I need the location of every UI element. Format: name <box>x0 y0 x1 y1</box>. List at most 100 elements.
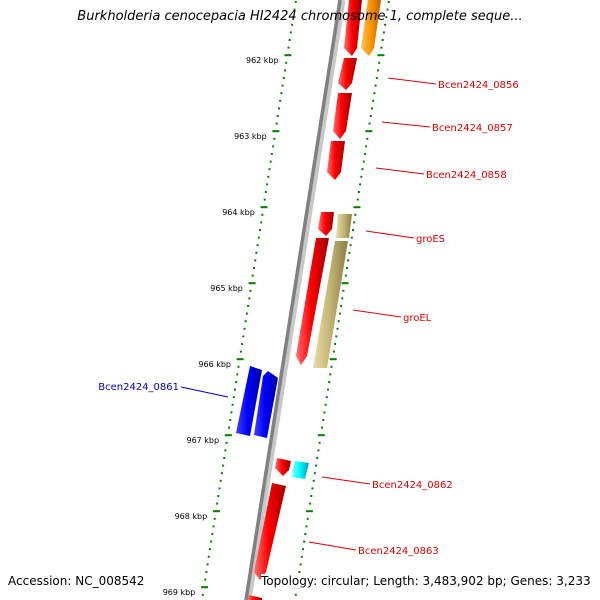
minor-tick <box>268 168 271 171</box>
gene-groel-red[interactable] <box>296 238 329 365</box>
tick-track-right <box>294 1 390 596</box>
minor-tick <box>322 419 325 421</box>
minor-tick <box>210 540 213 543</box>
minor-tick <box>294 1 297 3</box>
major-tick <box>201 586 208 589</box>
minor-tick <box>337 320 340 323</box>
minor-tick <box>334 343 337 345</box>
gene-label-groes[interactable]: groES <box>416 234 445 245</box>
gene-label-bcen2424-0861[interactable]: Bcen2424_0861 <box>98 382 179 393</box>
minor-tick <box>338 312 341 315</box>
minor-tick <box>257 236 260 239</box>
minor-tick <box>239 350 242 353</box>
minor-tick <box>361 168 364 171</box>
gene-label-bcen2424-0862[interactable]: Bcen2424_0862 <box>372 480 453 491</box>
minor-tick <box>368 122 371 125</box>
minor-tick <box>253 267 255 269</box>
minor-tick <box>217 495 220 497</box>
gene-top-red[interactable] <box>344 0 362 56</box>
major-tick <box>305 510 313 513</box>
minor-tick <box>329 373 332 376</box>
minor-tick <box>211 533 214 535</box>
minor-tick <box>300 555 303 558</box>
gene-bcen2424-0857[interactable] <box>333 93 352 139</box>
gene-groes-red[interactable] <box>318 212 334 236</box>
minor-tick <box>356 198 359 201</box>
chart-title: Burkholderia cenocepacia HI2424 chromoso… <box>77 9 523 24</box>
minor-tick <box>224 449 227 452</box>
minor-tick <box>318 441 321 444</box>
minor-tick <box>279 99 282 102</box>
gene-label-bcen2424-0858[interactable]: Bcen2424_0858 <box>426 170 507 181</box>
tick-track-left <box>201 1 297 596</box>
gene-bcen2424-0858[interactable] <box>327 141 345 180</box>
gene-bcen2424-0856[interactable] <box>338 58 357 90</box>
minor-tick <box>207 555 210 558</box>
minor-tick <box>272 145 275 148</box>
minor-tick <box>348 251 351 254</box>
minor-tick <box>223 457 226 459</box>
major-tick <box>248 282 256 285</box>
minor-tick <box>245 312 248 315</box>
minor-tick <box>359 183 362 186</box>
minor-tick <box>305 525 308 528</box>
gene-label-bcen2424-0863[interactable]: Bcen2424_0863 <box>358 546 439 557</box>
minor-tick <box>381 39 384 41</box>
minor-tick <box>292 16 295 19</box>
gene-groel[interactable] <box>313 241 348 368</box>
gene-bcen2424-0863[interactable] <box>254 483 286 580</box>
minor-tick <box>324 403 327 406</box>
minor-tick <box>219 479 222 482</box>
minor-tick <box>225 441 228 444</box>
major-tick <box>284 54 292 57</box>
minor-tick <box>204 578 207 581</box>
gene-bcen2424-0861-a[interactable] <box>236 366 262 436</box>
minor-tick <box>378 61 381 64</box>
minor-tick <box>386 8 389 11</box>
minor-tick <box>216 502 219 505</box>
gene-label-groel[interactable]: groEL <box>403 313 432 324</box>
minor-tick <box>212 525 215 528</box>
minor-tick <box>321 426 323 429</box>
minor-tick <box>276 115 279 117</box>
minor-tick <box>232 396 235 399</box>
minor-tick <box>266 183 269 186</box>
major-tick <box>329 358 337 361</box>
gene-bcen2424-0861-b[interactable] <box>254 371 278 438</box>
minor-tick <box>243 327 246 330</box>
gene-bcen2424-0862[interactable] <box>291 461 309 479</box>
minor-tick <box>263 198 266 201</box>
minor-tick <box>256 244 259 247</box>
minor-tick <box>251 274 254 277</box>
minor-tick <box>375 77 378 79</box>
minor-tick <box>382 31 385 34</box>
minor-tick <box>373 92 376 95</box>
gene-bottom-red[interactable] <box>248 595 262 600</box>
minor-tick <box>293 8 296 11</box>
minor-tick <box>244 320 247 323</box>
minor-tick <box>288 39 291 41</box>
minor-tick <box>281 84 284 87</box>
minor-tick <box>366 137 369 140</box>
gene-label-bcen2424-0857[interactable]: Bcen2424_0857 <box>432 123 513 134</box>
minor-tick <box>304 533 307 535</box>
minor-tick <box>254 259 257 262</box>
gene-groes[interactable] <box>336 214 352 238</box>
minor-tick <box>341 297 344 300</box>
minor-tick <box>371 107 373 110</box>
minor-tick <box>336 327 339 330</box>
minor-tick <box>285 61 288 64</box>
minor-tick <box>315 464 318 467</box>
minor-tick <box>209 548 211 551</box>
minor-tick <box>335 335 338 338</box>
minor-tick <box>327 388 329 391</box>
minor-tick <box>357 191 360 193</box>
minor-tick <box>310 495 313 497</box>
minor-tick <box>372 99 375 102</box>
gene-label-bcen2424-0856[interactable]: Bcen2424_0856 <box>438 80 519 91</box>
chromosome-backbone <box>244 0 342 600</box>
gene-bcen2424-0862-red[interactable] <box>275 458 291 476</box>
gene-top-orange[interactable] <box>361 0 381 56</box>
minor-tick <box>344 274 347 277</box>
